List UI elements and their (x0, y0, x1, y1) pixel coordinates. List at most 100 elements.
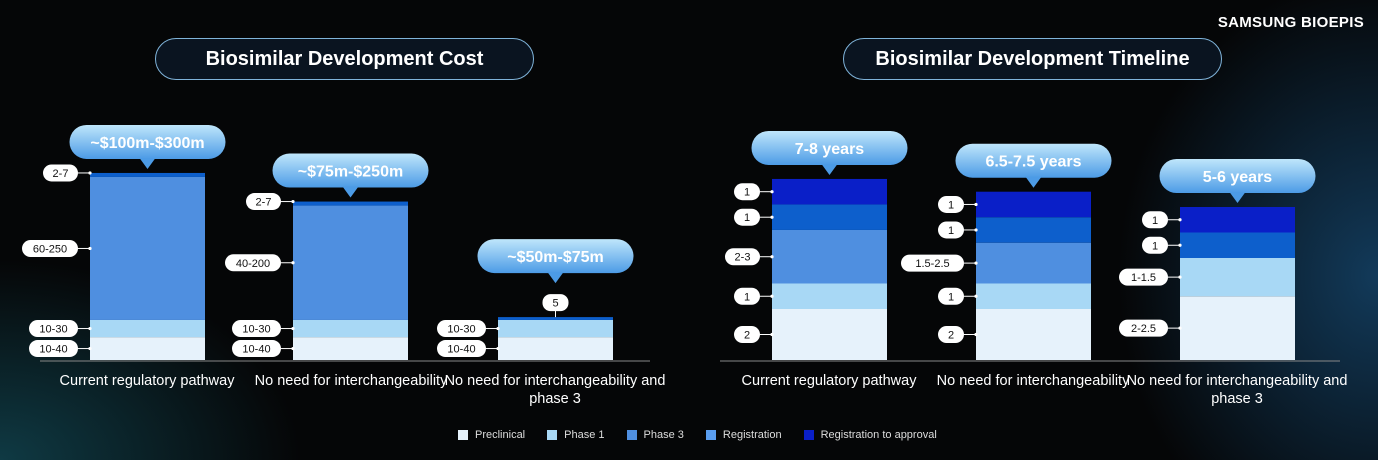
label-dot (496, 346, 500, 351)
segment-label-pill (901, 254, 964, 272)
segment-label-pill (29, 320, 78, 338)
segment-label-pill (734, 183, 760, 201)
legend-swatch (803, 430, 814, 440)
segment-label-pill (437, 340, 486, 358)
segment-label: 10-30 (39, 324, 67, 336)
label-dot (291, 199, 295, 204)
segment-label-pill (1119, 268, 1168, 286)
segment-label: 10-40 (39, 344, 67, 356)
total-label: ~$50m-$75m (507, 249, 604, 266)
legend-swatch (458, 430, 468, 440)
segment-label-pill (246, 193, 281, 211)
cost-chart-title: Biosimilar Development Cost (155, 38, 534, 80)
segment-label: 2-2.5 (1131, 323, 1156, 335)
segment-label-pill (734, 326, 760, 343)
segment-label: 2-7 (256, 197, 272, 209)
segment-label: 1.5-2.5 (915, 258, 949, 270)
legend-item: Phase 1 (547, 429, 605, 441)
total-bubble (272, 153, 429, 188)
label-dot (770, 190, 774, 194)
segment-label-pill (43, 164, 78, 182)
total-bubble-tail (821, 163, 838, 175)
label-dot (88, 246, 92, 251)
total-bubble-tail (139, 157, 156, 169)
segment-label-pill (938, 195, 964, 213)
segment-label-pill (1142, 211, 1168, 229)
legend-item: Registration to approval (803, 429, 937, 441)
bar-segment-registration-to-approval (1180, 207, 1295, 233)
bar-segment-preclinical (293, 337, 408, 360)
segment-label: 1 (1152, 240, 1158, 252)
segment-label: 10-30 (447, 324, 475, 336)
segment-label-pill (232, 340, 281, 358)
total-bubble (69, 124, 226, 159)
segment-label-pill (232, 320, 281, 338)
total-bubble (955, 143, 1112, 178)
segment-label: 10-30 (242, 324, 270, 336)
total-bubble (751, 130, 908, 165)
segment-label-pill (734, 287, 760, 305)
total-label: 7-8 years (795, 141, 864, 158)
segment-label: 10-40 (242, 344, 270, 356)
label-dot (88, 326, 92, 331)
segment-label-pill (1142, 236, 1168, 254)
timeline-category-label: No need for interchangeability and phase… (1126, 373, 1348, 407)
timeline-category-label: No need for interchangeability (936, 373, 1130, 389)
bar-segment-preclinical (772, 309, 887, 360)
cost-category-label: No need for interchangeability (254, 373, 448, 389)
total-label: 5-6 years (1203, 169, 1272, 186)
total-bubble-tail (342, 186, 359, 198)
segment-label: 10-40 (447, 344, 475, 356)
bar-segment-preclinical (90, 337, 205, 360)
legend-label: Phase 1 (564, 429, 605, 441)
cost-category-label: Current regulatory pathway (59, 373, 235, 389)
segment-label-pill (29, 340, 78, 358)
segment-label: 2 (744, 330, 750, 342)
segment-label: 1 (1152, 215, 1158, 227)
segment-label: 1 (744, 291, 750, 303)
label-dot (88, 346, 92, 351)
bar-segment-phase-1 (772, 283, 887, 309)
label-dot (974, 202, 978, 207)
timeline-category-label: Current regulatory pathway (741, 373, 917, 389)
bar-segment-phase-1 (976, 283, 1091, 309)
label-dot (770, 215, 774, 219)
bar-segment-registration (772, 204, 887, 230)
total-label: ~$100m-$300m (90, 135, 204, 152)
legend-item: Registration (705, 429, 782, 441)
samsung-bioepis-logo: SAMSUNG BIOEPIS (1217, 14, 1364, 31)
segment-label: 1 (744, 212, 750, 224)
total-bubble-tail (547, 272, 564, 284)
legend-label: Registration (722, 429, 782, 441)
label-dot (1178, 326, 1182, 330)
cost-category-label: No need for interchangeability and phase… (444, 373, 666, 407)
total-bubble (1159, 159, 1316, 193)
segment-label: 2-3 (735, 252, 751, 264)
label-dot (291, 346, 295, 351)
segment-label: 1 (948, 225, 954, 237)
bar-segment-registration-to-approval (976, 191, 1091, 218)
bar-segment-registration (1180, 232, 1295, 258)
segment-label: 2-7 (53, 168, 69, 180)
legend-label: Registration to approval (820, 429, 937, 441)
segment-label-pill (437, 320, 486, 338)
bar-segment-preclinical (498, 337, 613, 360)
legend-item: Preclinical (458, 429, 525, 441)
label-dot (291, 326, 295, 331)
segment-label-pill (938, 287, 964, 305)
segment-label: 2 (948, 330, 954, 342)
bar-segment-registration (293, 201, 408, 206)
segment-label-pill (1119, 319, 1168, 337)
total-bubble (477, 239, 634, 274)
bar-segment-phase-1 (293, 319, 408, 338)
legend-label: Preclinical (475, 429, 526, 441)
bar-segment-phase-1 (1180, 258, 1295, 297)
bar-segment-preclinical (976, 309, 1091, 360)
bar-segment-phase-3 (90, 176, 205, 320)
label-dot (291, 261, 295, 265)
segment-label-pill (725, 248, 760, 266)
label-dot (770, 255, 774, 259)
bar-segment-preclinical (1180, 296, 1295, 360)
label-dot (88, 171, 92, 175)
legend-item: Phase 3 (626, 429, 684, 441)
